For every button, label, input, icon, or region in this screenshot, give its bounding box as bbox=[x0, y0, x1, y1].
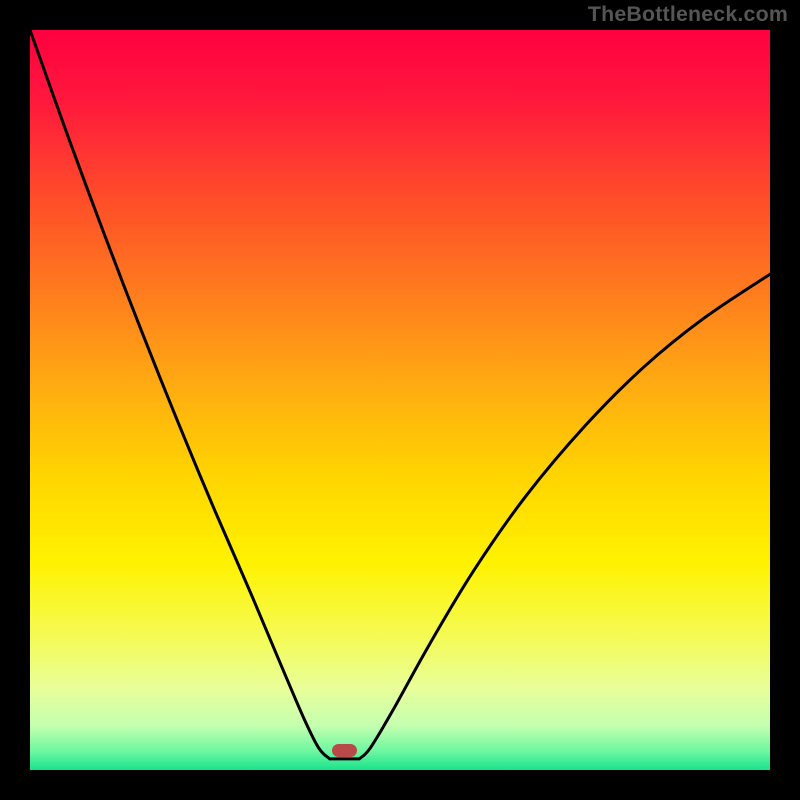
watermark-text: TheBottleneck.com bbox=[588, 2, 788, 27]
bottleneck-curve bbox=[30, 30, 770, 770]
optimal-point-marker bbox=[332, 744, 358, 757]
plot-area bbox=[30, 30, 770, 770]
chart-container: TheBottleneck.com bbox=[0, 0, 800, 800]
